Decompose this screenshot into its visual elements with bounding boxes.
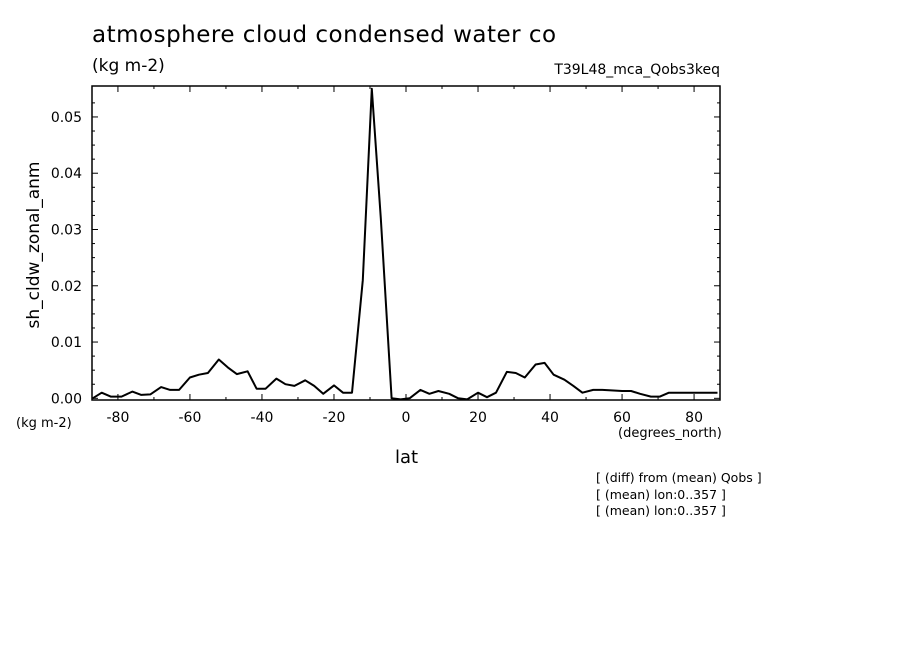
x-tick-label: 40 [541, 410, 559, 426]
x-tick-label: 0 [402, 410, 411, 426]
x-tick-label: 80 [685, 410, 703, 426]
x-tick-label: -20 [323, 410, 346, 426]
note-line: [ (mean) lon:0..357 ] [596, 487, 726, 502]
y-tick-label: 0.00 [51, 391, 82, 407]
x-tick-label: -40 [251, 410, 274, 426]
series-line [92, 87, 718, 401]
axis-ticks [92, 86, 720, 400]
note-line: [ (diff) from (mean) Qobs ] [596, 470, 762, 485]
plot-frame [91, 85, 721, 401]
axis-tick-labels: -80 -60 -40 -20 0 20 40 60 80 0.00 0.01 0.02 0.03 0.0… [51, 110, 703, 426]
x-tick-label: 60 [613, 410, 631, 426]
y-units-label: (kg m-2) [16, 416, 72, 431]
x-tick-label: -80 [106, 410, 129, 426]
y-tick-label: 0.02 [51, 279, 82, 295]
x-axis-label: lat [395, 447, 419, 468]
y-tick-label: 0.04 [51, 166, 82, 182]
chart-units: (kg m-2) [92, 56, 165, 76]
y-axis-label: sh_cldw_zonal_anm [24, 161, 44, 329]
series-layer [92, 87, 718, 401]
y-tick-label: 0.01 [51, 335, 82, 351]
x-units-label: (degrees_north) [618, 426, 722, 441]
y-tick-label: 0.05 [51, 110, 82, 126]
run-id-label: T39L48_mca_Qobs3keq [554, 62, 720, 78]
x-tick-label: -60 [179, 410, 202, 426]
note-line: [ (mean) lon:0..357 ] [596, 503, 726, 518]
x-tick-label: 20 [469, 410, 487, 426]
y-tick-label: 0.03 [51, 222, 82, 238]
chart-title: atmosphere cloud condensed water co [92, 22, 557, 48]
